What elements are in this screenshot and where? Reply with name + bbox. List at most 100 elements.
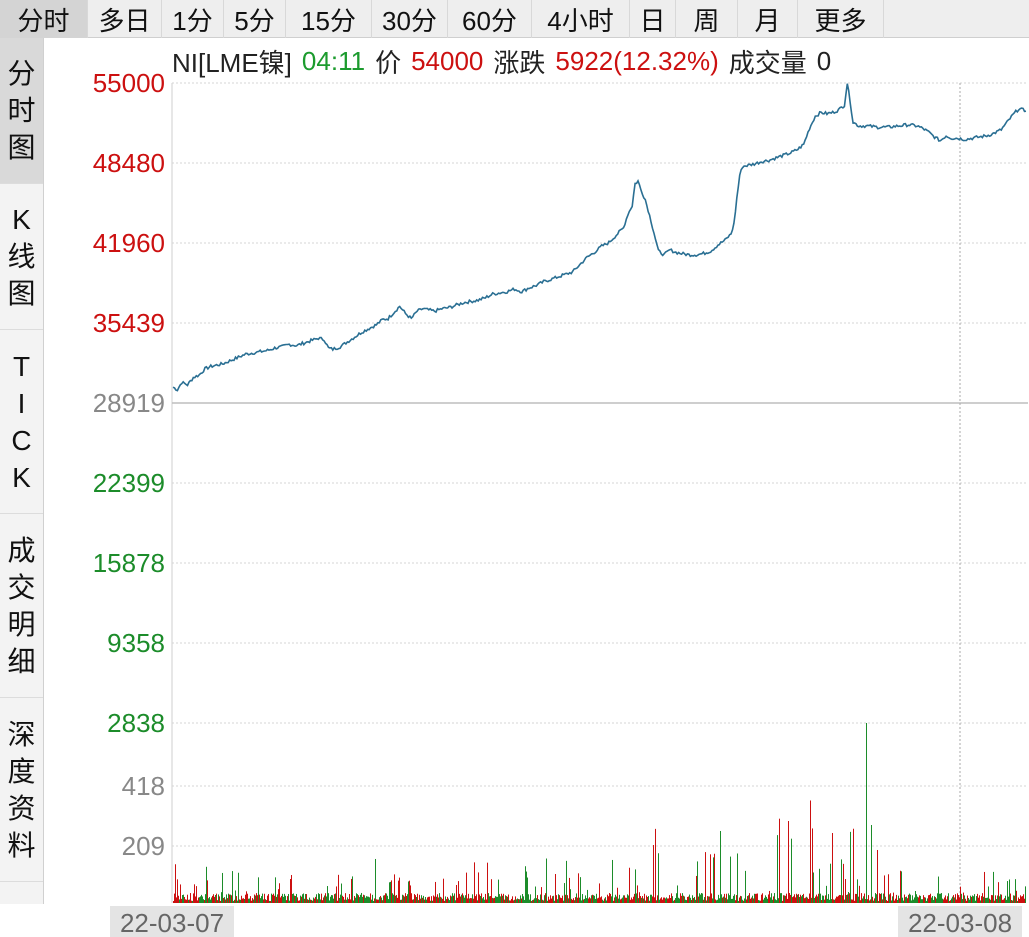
volume-bar <box>763 899 764 903</box>
side-nav-item-3[interactable]: 成交明细 <box>0 514 43 698</box>
side-nav-item-0[interactable]: 分时图 <box>0 38 43 184</box>
volume-bar <box>425 897 426 903</box>
volume-bar <box>645 900 646 903</box>
volume-bar <box>704 897 705 903</box>
volume-bar <box>690 897 691 903</box>
volume-bar <box>872 896 873 903</box>
volume-bar <box>796 893 797 903</box>
tab-8[interactable]: 日 <box>630 0 676 38</box>
volume-bar <box>509 900 510 903</box>
volume-bar <box>456 884 457 903</box>
tab-7[interactable]: 4小时 <box>532 0 630 38</box>
volume-bar <box>369 897 370 903</box>
volume-bar <box>209 897 210 903</box>
volume-bar <box>928 895 929 903</box>
volume-bar <box>581 900 582 903</box>
volume-bar <box>397 897 398 903</box>
tab-4[interactable]: 15分 <box>286 0 372 38</box>
volume-bar <box>892 896 893 903</box>
volume-bar <box>995 895 996 903</box>
tab-10[interactable]: 月 <box>738 0 798 38</box>
volume-bar <box>972 895 973 903</box>
volume-bar <box>580 877 581 903</box>
volume-bar <box>902 897 903 903</box>
tab-6[interactable]: 60分 <box>448 0 532 38</box>
volume-bar <box>827 898 828 903</box>
volume-bar <box>318 893 319 903</box>
volume-bar <box>804 898 805 903</box>
volume-bar <box>243 898 244 903</box>
volume-bar <box>874 898 875 903</box>
tab-11[interactable]: 更多 <box>798 0 884 38</box>
volume-bar <box>341 883 342 903</box>
volume-bar <box>537 895 538 903</box>
volume-bar <box>708 896 709 903</box>
volume-bar <box>905 897 906 903</box>
volume-bar <box>1011 900 1012 903</box>
volume-bar <box>427 897 428 903</box>
side-nav-item-4[interactable]: 深度资料 <box>0 698 43 882</box>
tab-0[interactable]: 分时 <box>0 0 88 38</box>
volume-bar <box>954 897 955 903</box>
volume-bar <box>628 895 629 903</box>
volume-bar <box>254 894 255 903</box>
volume-bar <box>468 893 469 903</box>
volume-bar <box>224 897 225 903</box>
volume-bar <box>782 900 783 903</box>
volume-bar <box>973 896 974 903</box>
tab-2[interactable]: 1分 <box>162 0 224 38</box>
volume-bar <box>502 895 503 903</box>
volume-bar <box>266 900 267 903</box>
volume-bar <box>337 900 338 903</box>
volume-bar <box>364 895 365 903</box>
volume-bar <box>912 895 913 903</box>
volume-bar <box>838 895 839 903</box>
tab-5[interactable]: 30分 <box>372 0 448 38</box>
volume-bar <box>992 895 993 903</box>
price-tick-label: 35439 <box>93 308 165 338</box>
tab-3[interactable]: 5分 <box>224 0 286 38</box>
date-label-end: 22-03-08 <box>908 908 1012 937</box>
tab-9[interactable]: 周 <box>676 0 738 38</box>
volume-bar <box>918 897 919 903</box>
volume-bar <box>219 896 220 903</box>
volume-bar <box>967 895 968 903</box>
volume-bar <box>314 898 315 903</box>
volume-bar <box>481 893 482 903</box>
volume-bar <box>721 894 722 903</box>
volume-bar <box>982 893 983 903</box>
volume-bar <box>174 893 175 903</box>
volume-bar <box>608 896 609 903</box>
volume-bar <box>627 894 628 903</box>
volume-bar <box>713 857 714 903</box>
volume-bar <box>246 891 247 903</box>
volume-bar <box>840 895 841 903</box>
volume-bar <box>643 898 644 903</box>
volume-bar <box>656 900 657 903</box>
tab-1[interactable]: 多日 <box>88 0 162 38</box>
volume-bar <box>815 896 816 903</box>
volume-bar <box>640 895 641 903</box>
volume-bar <box>381 897 382 903</box>
volume-bar <box>295 896 296 903</box>
volume-bar <box>511 898 512 903</box>
volume-bar <box>701 893 702 903</box>
volume-bar <box>1025 886 1026 903</box>
volume-bar <box>698 896 699 903</box>
volume-bar <box>261 896 262 903</box>
volume-bar <box>357 894 358 903</box>
volume-bar <box>607 894 608 903</box>
volume-bar <box>956 899 957 903</box>
volume-bar <box>367 896 368 903</box>
volume-bar <box>710 854 711 903</box>
volume-bar <box>994 900 995 903</box>
volume-bar <box>444 900 445 903</box>
volume-bar <box>333 898 334 903</box>
volume-bar <box>330 896 331 903</box>
volume-bar <box>684 896 685 903</box>
volume-bar <box>439 893 440 903</box>
volume-bar <box>823 895 824 903</box>
